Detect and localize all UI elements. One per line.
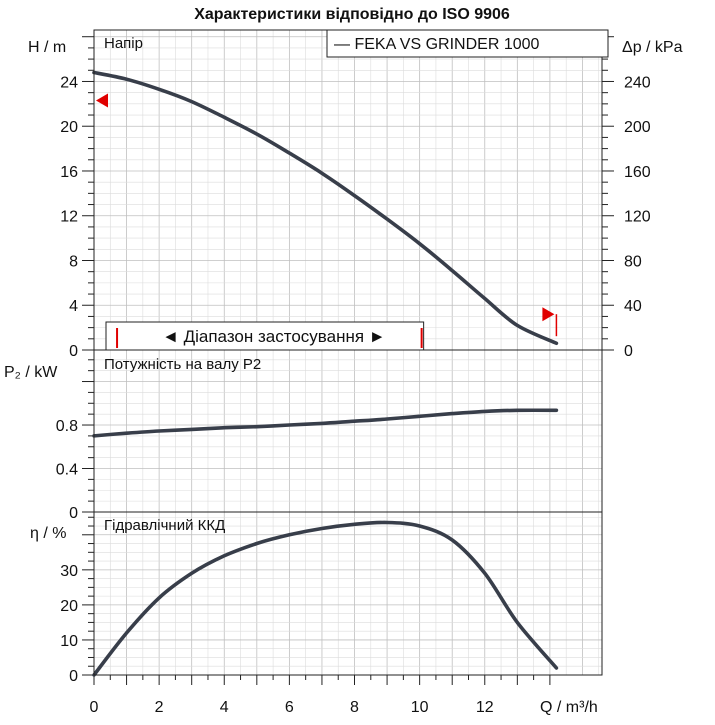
- power-y-tick-label: 0.8: [56, 418, 78, 435]
- pressure-y-tick-label: 200: [624, 119, 651, 136]
- legend-entry: — FEKA VS GRINDER 1000: [334, 36, 540, 53]
- head-y-tick-label: 4: [69, 298, 78, 315]
- power-y-tick-label: 0: [69, 505, 78, 522]
- pressure-y-tick-label: 160: [624, 164, 651, 181]
- head-y-tick-label: 24: [60, 74, 78, 91]
- x-tick-label: 8: [350, 699, 359, 716]
- head-panel-title: Напір: [104, 35, 143, 52]
- efficiency-y-axis-label: η / %: [30, 525, 66, 542]
- pressure-y-axis-label: Δp / kPa: [622, 39, 683, 56]
- head-y-tick-label: 12: [60, 209, 78, 226]
- x-tick-label: 2: [155, 699, 164, 716]
- head-curve: [92, 70, 559, 346]
- range-start-marker: [96, 93, 108, 108]
- pressure-y-tick-label: 80: [624, 253, 642, 270]
- pressure-y-tick-label: 0: [624, 343, 633, 360]
- x-tick-label: 0: [90, 699, 99, 716]
- power-panel-title: Потужність на валу P2: [104, 356, 261, 373]
- head-y-tick-label: 16: [60, 164, 78, 181]
- head-y-tick-label: 8: [69, 253, 78, 270]
- power-curve: [92, 408, 559, 438]
- curve-layer: [92, 70, 559, 677]
- efficiency-y-tick-label: 20: [60, 598, 78, 615]
- head-y-axis-label: H / m: [28, 39, 66, 56]
- pressure-y-tick-label: 240: [624, 74, 651, 91]
- pressure-y-tick-label: 120: [624, 209, 651, 226]
- tick-layer: 048121620240408012016020024000.40.801020…: [56, 36, 651, 716]
- efficiency-y-tick-label: 10: [60, 633, 78, 650]
- application-range-annotation: ◄ Діапазон застосування ►: [105, 321, 425, 351]
- power-y-tick-label: 0.4: [56, 462, 78, 479]
- efficiency-y-tick-label: 0: [69, 668, 78, 685]
- power-y-axis-label: P₂ / kW: [4, 364, 58, 381]
- efficiency-panel-frame: [93, 511, 603, 676]
- application-range-label: ◄ Діапазон застосування ►: [162, 327, 386, 346]
- head-y-tick-label: 0: [69, 343, 78, 360]
- x-tick-label: 6: [285, 699, 294, 716]
- legend-box: [326, 29, 609, 58]
- efficiency-y-tick-label: 30: [60, 563, 78, 580]
- chart-title: Характеристики відповідно до ISO 9906: [194, 6, 510, 23]
- x-tick-label: 10: [411, 699, 429, 716]
- head-y-tick-label: 20: [60, 119, 78, 136]
- pressure-y-tick-label: 40: [624, 298, 642, 315]
- x-tick-label: 12: [476, 699, 494, 716]
- efficiency-curve: [92, 520, 559, 677]
- x-axis-label: Q / m³/h: [540, 699, 598, 716]
- x-tick-label: 4: [220, 699, 229, 716]
- application-range-box: [105, 321, 425, 351]
- range-end-marker: [542, 307, 555, 322]
- grid-layer: [94, 30, 602, 675]
- efficiency-panel-title: Гідравлічний ККД: [104, 517, 225, 534]
